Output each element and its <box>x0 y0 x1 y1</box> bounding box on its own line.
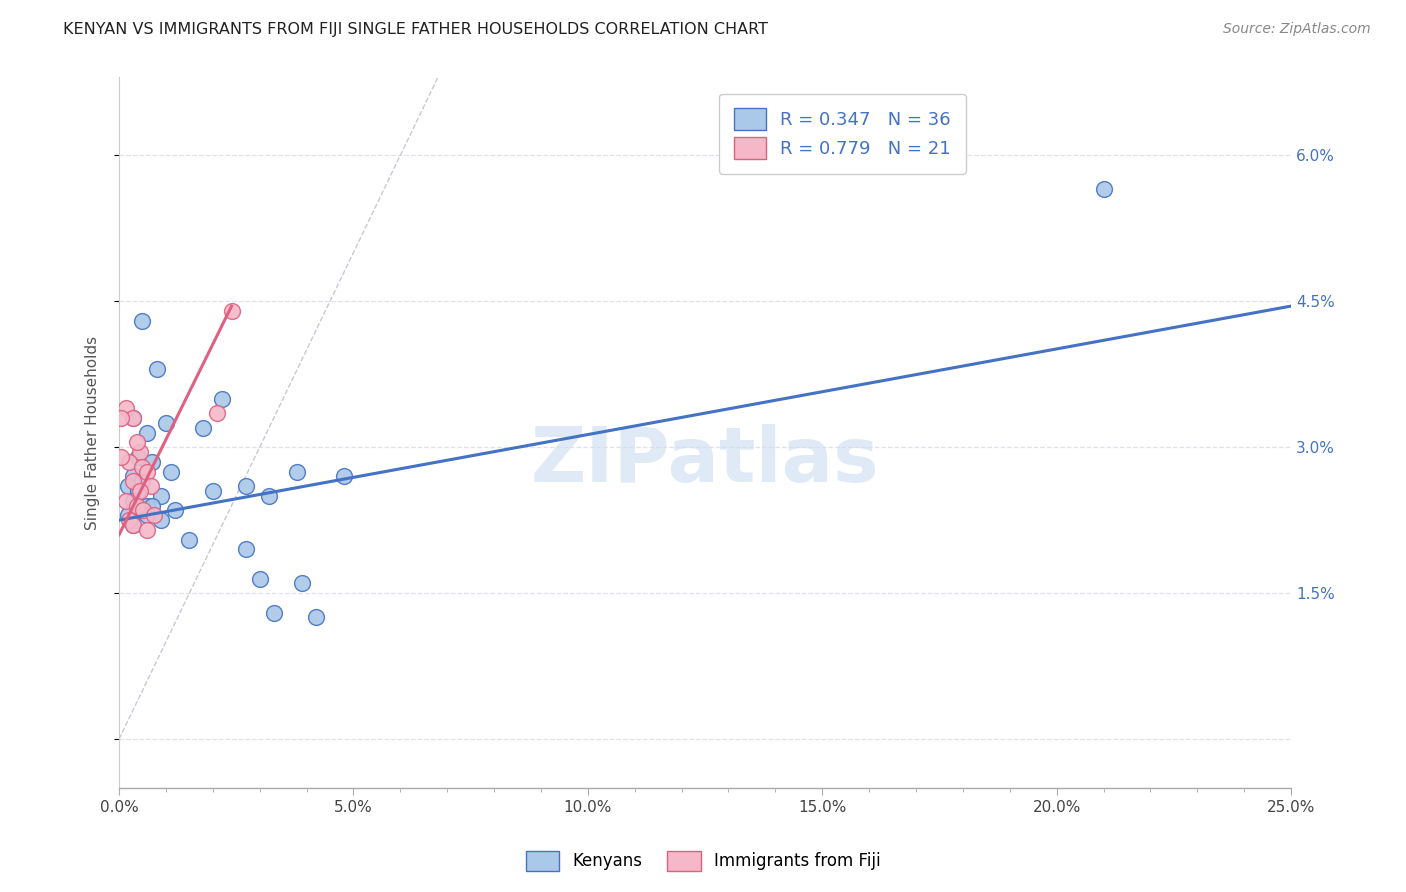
Point <box>201 483 224 498</box>
Text: ZIPatlas: ZIPatlas <box>530 424 879 498</box>
Point <box>122 518 145 533</box>
Point <box>257 489 280 503</box>
Point <box>129 445 152 459</box>
Point <box>118 513 141 527</box>
Point <box>193 421 215 435</box>
Point <box>285 465 308 479</box>
Point <box>211 392 233 406</box>
Point <box>136 523 159 537</box>
Point <box>136 499 159 513</box>
Point <box>136 465 159 479</box>
Point <box>145 362 167 376</box>
Point <box>110 450 132 464</box>
Point <box>155 416 177 430</box>
Point <box>131 314 153 328</box>
Point <box>117 479 139 493</box>
Point <box>125 435 148 450</box>
Point <box>141 499 163 513</box>
Point <box>131 459 153 474</box>
Y-axis label: Single Father Households: Single Father Households <box>86 335 100 530</box>
Point <box>139 479 162 493</box>
Point <box>333 469 356 483</box>
Point <box>127 483 149 498</box>
Point <box>249 572 271 586</box>
Point <box>141 455 163 469</box>
Point <box>125 499 148 513</box>
Point <box>122 411 145 425</box>
Point <box>127 450 149 464</box>
Point <box>122 411 145 425</box>
Point <box>132 503 155 517</box>
Point <box>136 425 159 440</box>
Point <box>235 479 257 493</box>
Point <box>305 610 328 624</box>
Point <box>159 465 181 479</box>
Point <box>136 508 159 523</box>
Point <box>117 508 139 523</box>
Legend: R = 0.347   N = 36, R = 0.779   N = 21: R = 0.347 N = 36, R = 0.779 N = 21 <box>718 94 966 174</box>
Point <box>150 513 173 527</box>
Point <box>291 576 314 591</box>
Text: Source: ZipAtlas.com: Source: ZipAtlas.com <box>1223 22 1371 37</box>
Legend: Kenyans, Immigrants from Fiji: Kenyans, Immigrants from Fiji <box>517 842 889 880</box>
Point <box>263 606 285 620</box>
Point <box>115 401 138 416</box>
Point <box>221 304 243 318</box>
Point <box>150 489 173 503</box>
Point <box>235 542 257 557</box>
Point <box>143 508 166 523</box>
Point <box>179 533 201 547</box>
Point <box>129 483 152 498</box>
Point <box>115 493 138 508</box>
Text: KENYAN VS IMMIGRANTS FROM FIJI SINGLE FATHER HOUSEHOLDS CORRELATION CHART: KENYAN VS IMMIGRANTS FROM FIJI SINGLE FA… <box>63 22 768 37</box>
Point <box>122 518 145 533</box>
Point <box>131 475 153 489</box>
Point <box>110 411 132 425</box>
Point <box>165 503 187 517</box>
Point <box>118 455 141 469</box>
Point <box>122 493 145 508</box>
Point <box>122 475 145 489</box>
Point <box>1092 182 1115 196</box>
Point <box>122 469 145 483</box>
Point <box>207 406 229 420</box>
Point <box>127 503 149 517</box>
